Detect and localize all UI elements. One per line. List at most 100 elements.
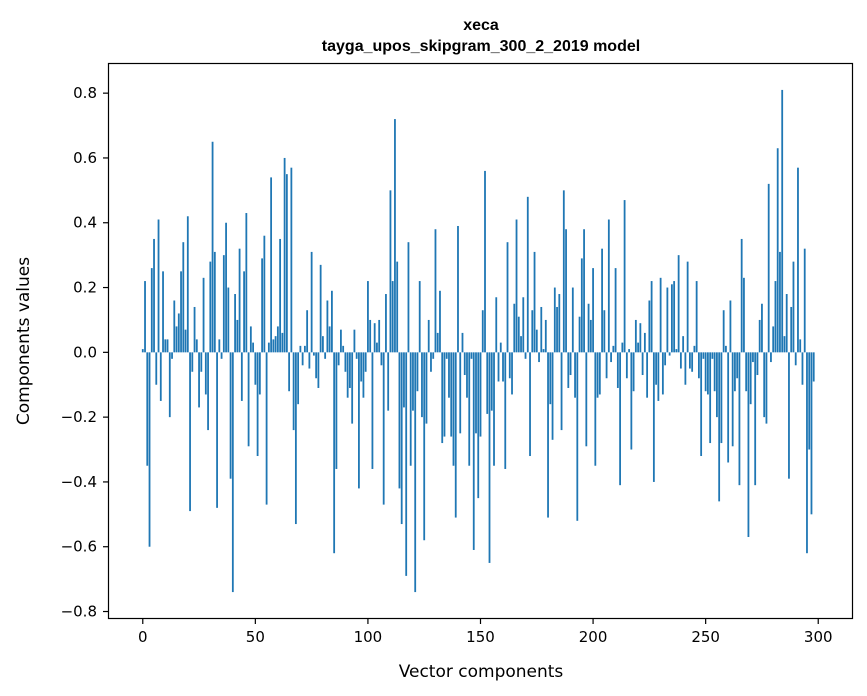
bar-164 (511, 352, 513, 395)
bar-34 (218, 339, 221, 353)
bar-120 (412, 352, 414, 411)
y-tick-label: 0.0 (73, 343, 97, 361)
bar-28 (204, 352, 207, 395)
bar-277 (765, 352, 768, 424)
bar-214 (623, 200, 626, 353)
bar-144 (466, 352, 468, 398)
bar-290 (794, 352, 797, 366)
bar-191 (571, 287, 574, 353)
bar-262 (731, 352, 734, 447)
bar-143 (463, 352, 466, 376)
bar-162 (506, 242, 509, 353)
bar-48 (249, 326, 252, 353)
bar-169 (522, 297, 525, 353)
bar-284 (781, 89, 784, 353)
bar-85 (333, 352, 336, 554)
bar-291 (797, 167, 799, 353)
bar-235 (670, 284, 673, 353)
plot-frame (107, 62, 854, 620)
bar-92 (349, 352, 351, 388)
bar-81 (324, 352, 327, 359)
bar-194 (578, 316, 581, 353)
bar-93 (351, 352, 354, 424)
bar-9 (162, 271, 164, 353)
bar-282 (776, 148, 779, 353)
bar-197 (585, 352, 588, 447)
bar-100 (367, 281, 369, 353)
bar-271 (752, 352, 754, 363)
y-axis-label: Components values (14, 257, 34, 425)
bar-224 (646, 352, 649, 398)
bar-201 (594, 352, 597, 466)
bar-116 (403, 352, 405, 408)
bar-128 (430, 352, 432, 372)
bar-129 (432, 352, 435, 359)
bar-298 (812, 352, 815, 382)
bar-272 (754, 352, 757, 486)
bar-82 (326, 300, 329, 353)
bar-51 (256, 352, 259, 457)
bar-256 (718, 352, 721, 502)
bar-186 (560, 352, 563, 431)
bar-132 (439, 290, 441, 353)
bar-276 (763, 352, 766, 418)
bar-1 (144, 281, 146, 353)
bar-252 (709, 352, 712, 444)
bar-179 (544, 319, 547, 353)
bar-40 (231, 352, 234, 593)
bar-239 (679, 352, 682, 369)
bar-275 (761, 303, 763, 353)
bar-0 (141, 349, 144, 353)
bar-287 (788, 352, 790, 479)
bar-251 (707, 352, 709, 395)
bar-35 (220, 352, 223, 359)
bar-233 (666, 287, 669, 353)
bar-158 (497, 352, 500, 382)
bar-289 (792, 261, 795, 353)
bar-240 (682, 336, 685, 353)
bar-249 (702, 352, 705, 359)
bar-77 (315, 352, 318, 379)
bar-135 (445, 352, 448, 359)
bar-125 (423, 352, 426, 541)
bar-38 (227, 287, 230, 353)
bar-288 (790, 306, 793, 353)
x-axis-label: Vector components (399, 662, 564, 682)
bar-177 (540, 306, 543, 353)
bar-72 (303, 345, 306, 353)
bar-281 (774, 281, 777, 353)
bar-87 (337, 352, 340, 366)
bar-157 (495, 297, 498, 353)
bar-203 (598, 352, 601, 395)
bar-63 (283, 157, 286, 353)
bar-50 (254, 352, 257, 385)
bar-142 (461, 332, 464, 353)
bar-285 (783, 336, 786, 353)
bar-212 (619, 352, 621, 486)
bar-113 (396, 261, 399, 353)
bar-97 (360, 352, 363, 382)
bar-22 (191, 352, 194, 372)
x-ticks: 0 50 100 150 200 250 300 (138, 618, 833, 646)
y-tick-label: −0.6 (61, 538, 97, 556)
bar-153 (486, 352, 489, 414)
bar-117 (405, 352, 408, 576)
bar-236 (673, 281, 676, 353)
bar-215 (625, 352, 628, 379)
bar-8 (159, 352, 162, 401)
bar-222 (641, 352, 644, 376)
bar-198 (587, 303, 590, 353)
bar-104 (376, 342, 378, 353)
bar-75 (310, 251, 313, 353)
bar-161 (504, 352, 507, 469)
bar-59 (274, 336, 277, 353)
bar-216 (628, 349, 631, 353)
bar-206 (605, 352, 608, 379)
bar-108 (385, 294, 387, 353)
bar-10 (164, 339, 167, 353)
bar-260 (727, 352, 730, 463)
bar-114 (398, 352, 401, 489)
bar-71 (301, 352, 304, 366)
bar-182 (551, 352, 554, 440)
